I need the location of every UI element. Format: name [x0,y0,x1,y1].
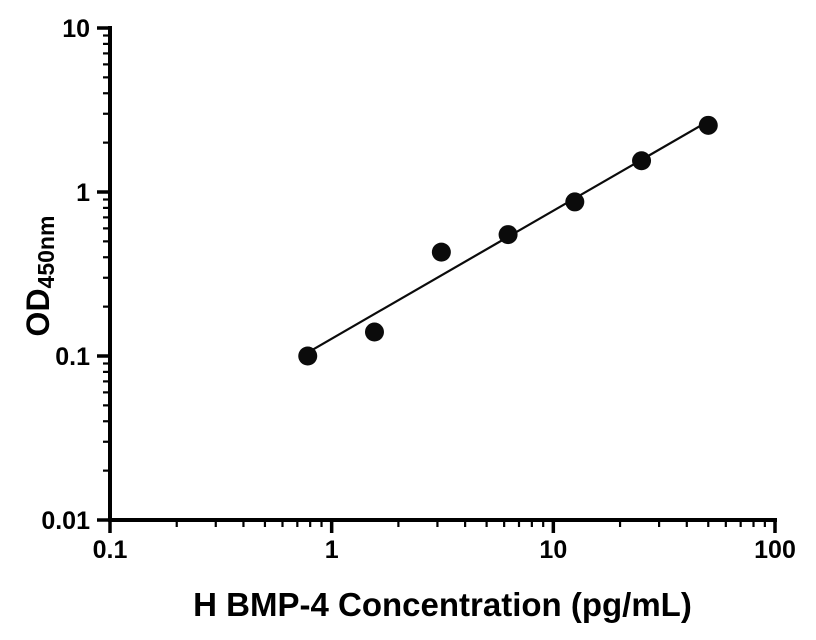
y-axis-title-main: OD [20,288,56,337]
data-point [698,115,718,135]
x-tick-label: 100 [754,536,796,564]
x-tick-label: 1 [325,536,339,564]
y-axis-title: OD450nm [16,126,60,426]
y-tick-label: 10 [62,15,90,43]
data-point [565,192,585,212]
y-tick-label: 0.1 [55,343,90,371]
data-point [431,242,451,262]
x-axis-title: H BMP-4 Concentration (pg/mL) [193,586,692,623]
x-tick-label: 10 [539,536,567,564]
x-tick-label: 0.1 [93,536,128,564]
data-point [632,151,652,171]
data-point [498,225,518,245]
data-point [298,346,318,366]
data-point [364,322,384,342]
y-tick-label: 1 [76,179,90,207]
y-tick-label: 0.01 [41,507,90,535]
y-axis-title-subscript: 450nm [33,215,59,289]
